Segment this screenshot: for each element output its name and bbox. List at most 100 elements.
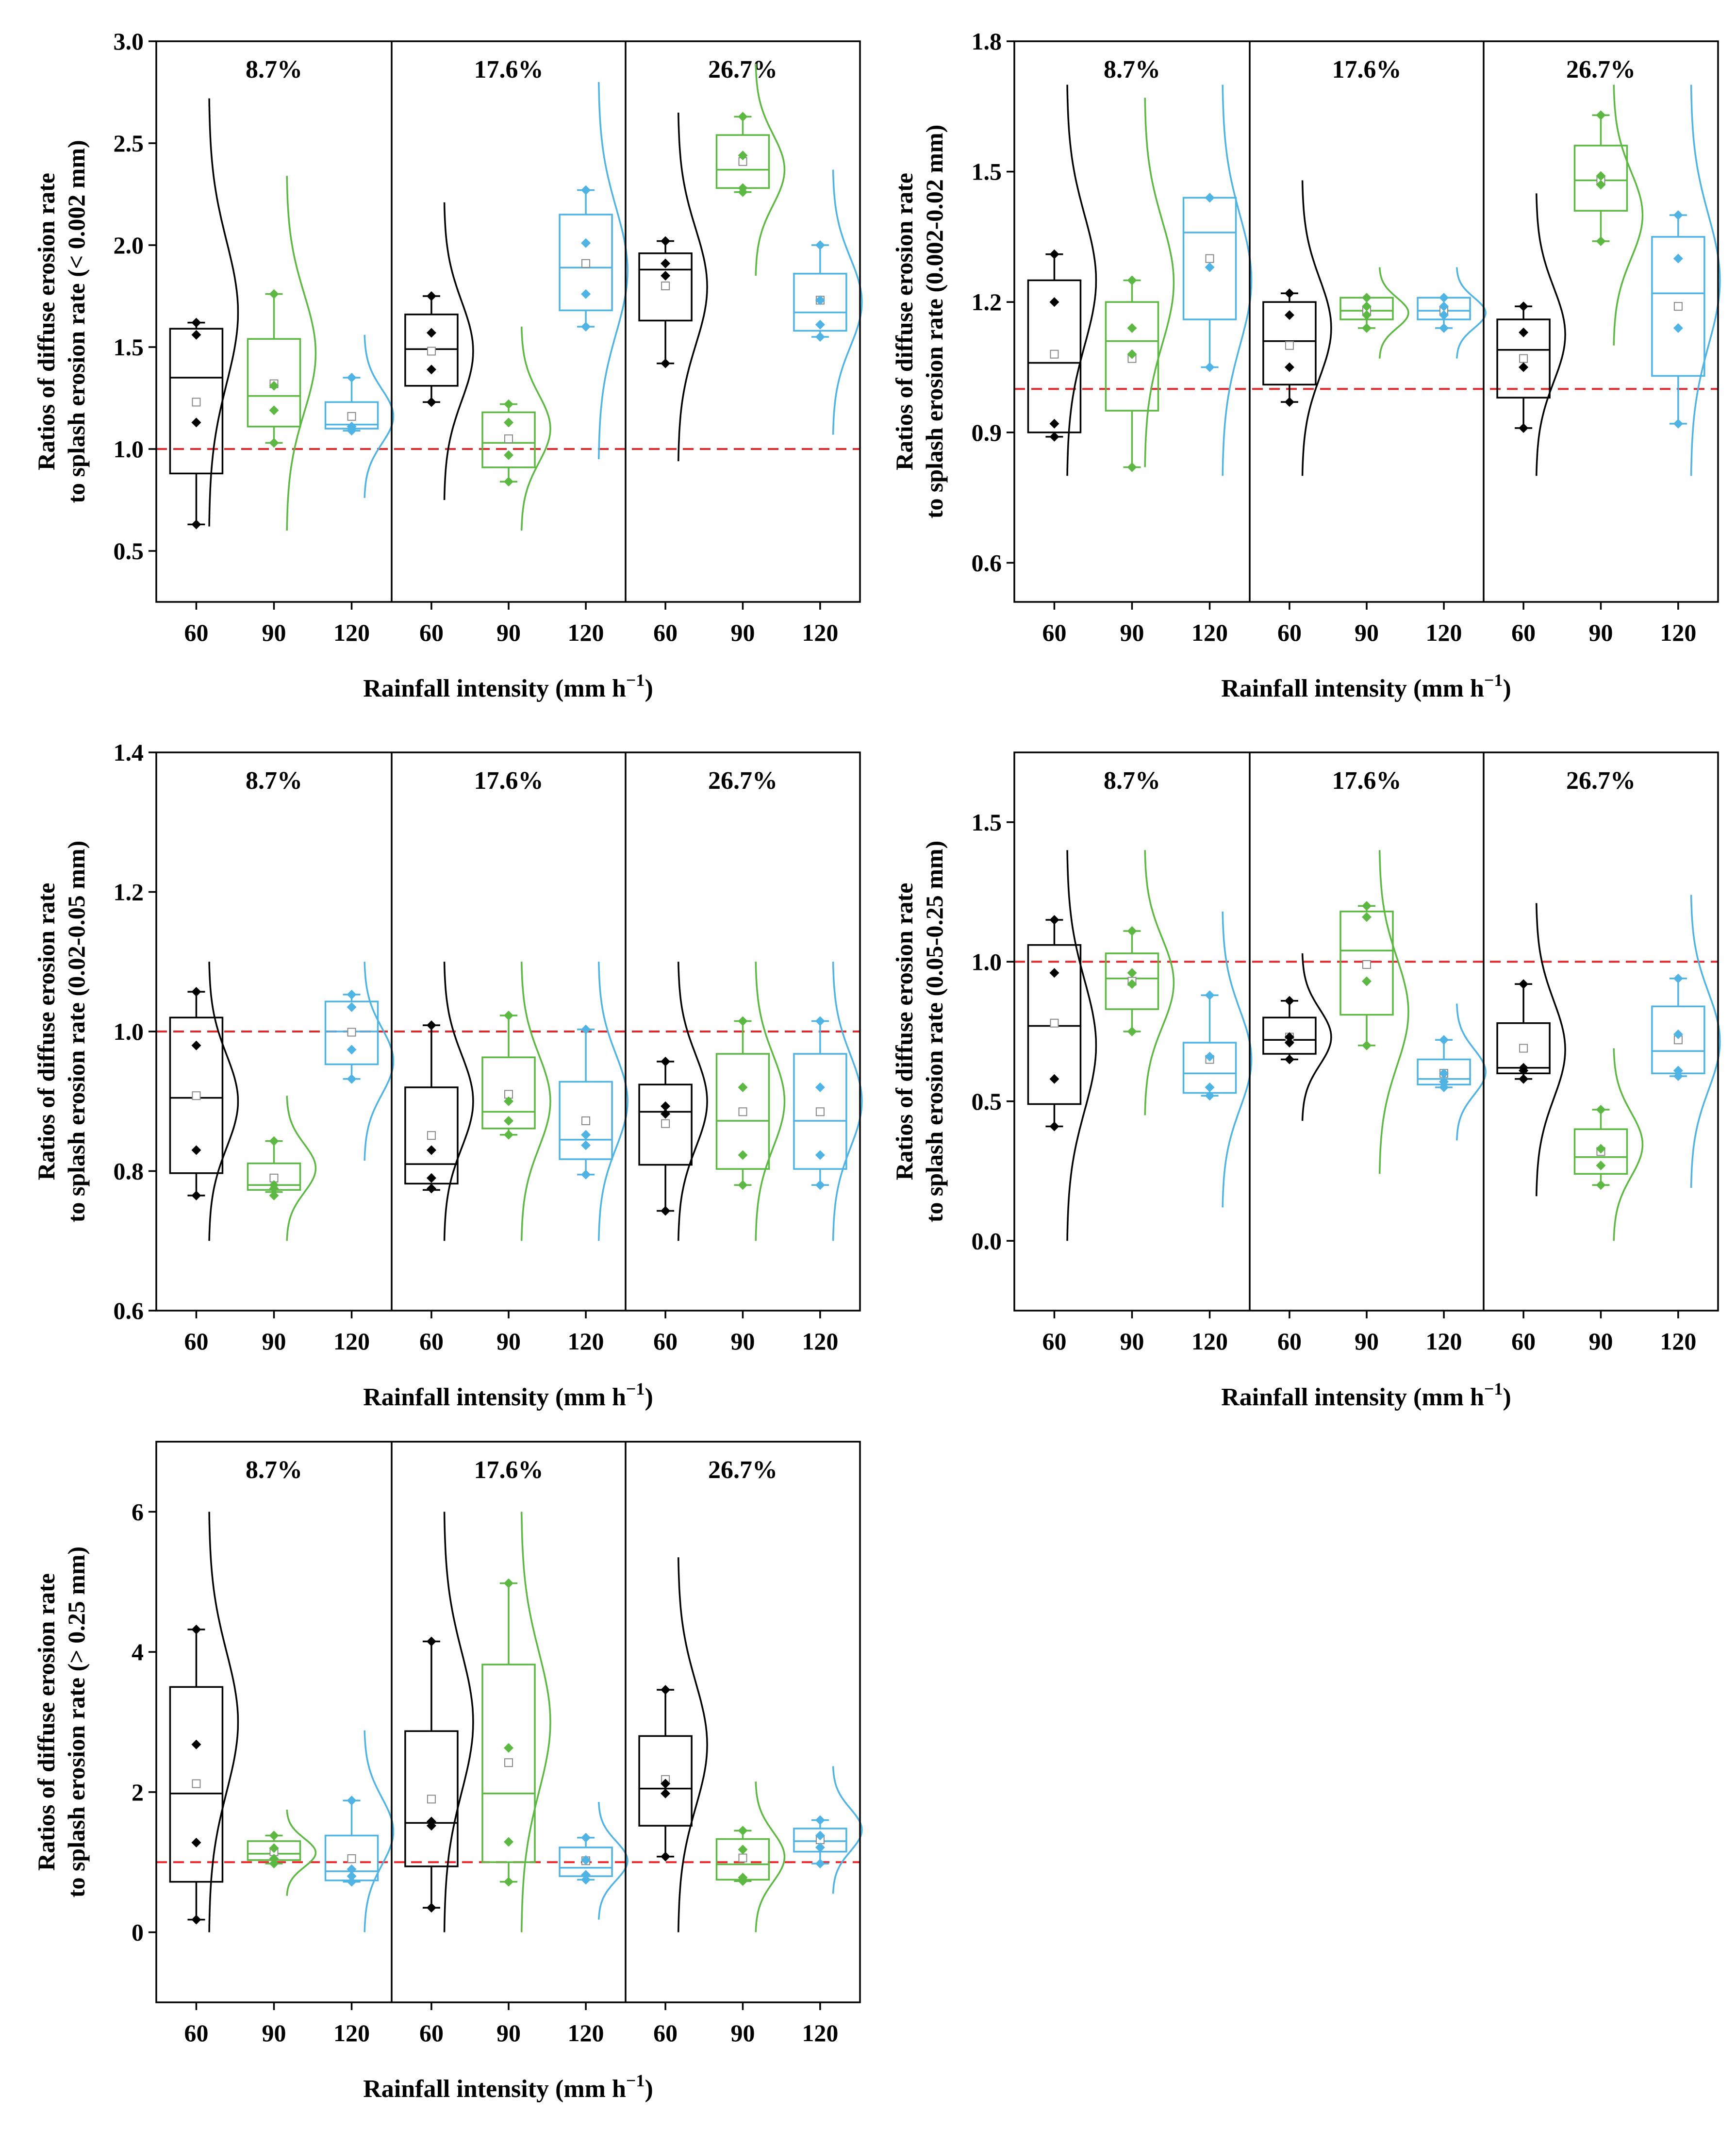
data-point (347, 1864, 357, 1874)
y-tick-label: 1.0 (114, 1018, 144, 1045)
mean-marker (504, 1758, 513, 1767)
box-60: 60 (1496, 193, 1566, 646)
group-label: 26.7% (708, 56, 777, 83)
group-label: 17.6% (474, 1456, 544, 1484)
data-point (1439, 1035, 1449, 1045)
data-point (269, 1830, 279, 1841)
data-point (1049, 915, 1059, 925)
panel-D: 8.7% 60 90 120 17.6% 60 90 120 26.7% 60 90 120 0.0 0.… (891, 751, 1721, 1411)
group-label: 17.6% (474, 767, 544, 795)
box-120: 120 (793, 962, 863, 1355)
y-tick-label: 1.0 (114, 435, 144, 463)
data-point (1596, 171, 1606, 181)
y-axis-label: to splash erosion rate (0.002-0.02 mm) (921, 125, 948, 519)
box-60: 60 (1027, 850, 1097, 1355)
iqr-box (1573, 1128, 1628, 1175)
y-tick-label: 0.8 (114, 1158, 144, 1185)
box-60: 60 (404, 962, 474, 1355)
data-point (504, 477, 513, 487)
mean-marker (347, 1854, 356, 1864)
data-point (738, 1150, 748, 1160)
data-point (581, 1875, 591, 1885)
data-point (1049, 418, 1059, 429)
data-point (269, 1190, 279, 1200)
distribution-curve (208, 1512, 239, 1932)
iqr-box (404, 1086, 459, 1185)
data-point (1127, 275, 1137, 285)
mean-marker (661, 1119, 670, 1128)
iqr-box (638, 1083, 693, 1166)
data-point (269, 1180, 279, 1190)
distribution-curve (832, 169, 863, 435)
box-120: 120 (324, 1730, 395, 2047)
distribution-curve (1378, 267, 1409, 359)
data-point (815, 1150, 825, 1160)
data-point (191, 987, 201, 997)
mean-marker (1519, 354, 1528, 363)
x-tick-label: 90 (496, 1328, 521, 1355)
distribution-curve (755, 64, 786, 276)
distribution-curve (1066, 850, 1097, 1241)
y-tick-label: 0.5 (114, 537, 144, 565)
x-tick-label: 120 (333, 619, 370, 646)
data-point (426, 1145, 436, 1155)
data-point (1673, 1029, 1683, 1039)
x-axis-label: Rainfall intensity (mm h−1) (363, 670, 653, 702)
mean-marker (427, 1795, 436, 1804)
data-point (269, 1854, 279, 1864)
data-point (504, 417, 513, 428)
mean-marker (1050, 349, 1059, 359)
distribution-curve (1613, 1048, 1644, 1241)
box-60: 60 (404, 202, 474, 646)
data-point (1127, 349, 1137, 359)
distribution-curve (1690, 895, 1721, 1188)
group-label: 8.7% (1104, 767, 1160, 795)
x-tick-label: 60 (184, 1328, 208, 1355)
data-point (1127, 979, 1137, 989)
x-tick-label: 120 (1426, 1328, 1462, 1355)
group-17.6%: 17.6% 60 90 120 (404, 1456, 628, 2047)
y-tick-label: 1.5 (114, 333, 144, 361)
x-tick-label: 90 (1120, 619, 1144, 646)
x-tick-label: 120 (1426, 619, 1462, 646)
group-label: 17.6% (1332, 767, 1402, 795)
box-60: 60 (169, 98, 239, 646)
x-tick-label: 120 (802, 1328, 838, 1355)
group-17.6%: 17.6% 60 90 120 (1262, 767, 1487, 1355)
data-point (269, 405, 279, 416)
data-point (1439, 1082, 1449, 1092)
x-tick-label: 60 (184, 2019, 208, 2047)
data-point (191, 1739, 201, 1749)
y-axis-label: Ratios of diffuse erosion rate (891, 173, 918, 470)
x-tick-label: 90 (262, 1328, 286, 1355)
data-point (661, 358, 671, 368)
iqr-box (481, 411, 536, 468)
data-point (504, 1130, 513, 1140)
data-point (269, 438, 279, 448)
iqr-box (638, 1735, 693, 1827)
data-point (1362, 901, 1372, 911)
data-point (347, 1871, 357, 1881)
data-point (347, 1002, 357, 1012)
data-point (815, 240, 825, 250)
x-axis-label: Rainfall intensity (mm h−1) (1221, 1379, 1511, 1411)
y-tick-label: 0.5 (972, 1088, 1002, 1115)
distribution-curve (678, 112, 708, 462)
data-point (504, 1116, 513, 1126)
mean-marker (581, 259, 591, 268)
box-90: 90 (1339, 850, 1409, 1355)
box-90: 90 (247, 1809, 317, 2047)
box-120: 120 (1651, 84, 1721, 646)
distribution-curve (520, 962, 551, 1241)
data-point (1284, 1038, 1294, 1048)
x-tick-label: 120 (1191, 1328, 1228, 1355)
group-label: 26.7% (708, 1456, 777, 1484)
plot-frame (1013, 40, 1719, 603)
data-point (581, 238, 591, 248)
data-point (426, 1183, 436, 1194)
iqr-box (169, 1686, 224, 1883)
data-point (426, 1636, 436, 1647)
mean-marker (738, 1107, 747, 1116)
data-point (661, 258, 671, 268)
data-point (581, 1024, 591, 1034)
